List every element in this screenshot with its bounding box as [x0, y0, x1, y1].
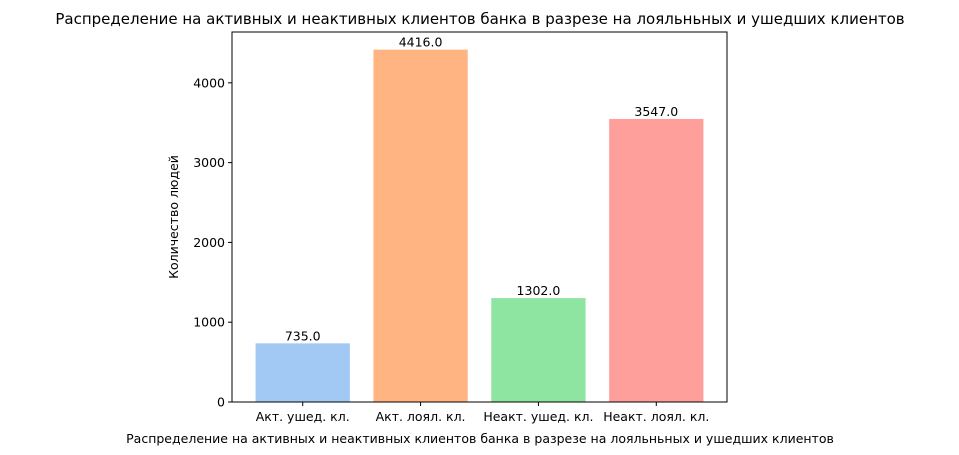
bar-value-label: 4416.0 — [399, 35, 443, 50]
bar-value-label: 3547.0 — [634, 104, 678, 119]
bar-value-label: 735.0 — [285, 328, 321, 343]
y-tick-label: 3000 — [193, 155, 225, 170]
y-axis-label: Количество людей — [166, 155, 181, 279]
y-tick-label: 2000 — [193, 235, 225, 250]
x-tick-label: Неакт. лоял. кл. — [603, 409, 709, 424]
y-axis: 0 1000 2000 3000 4000 — [193, 75, 232, 410]
chart-title: Распределение на активных и неактивных к… — [55, 10, 904, 28]
x-tick-label: Неакт. ушед. кл. — [483, 409, 593, 424]
x-tick-label: Акт. ушед. кл. — [256, 409, 350, 424]
bars-group — [255, 49, 704, 402]
bar — [491, 298, 586, 402]
y-tick-label: 4000 — [193, 75, 225, 90]
x-tick-label: Акт. лоял. кл. — [376, 409, 466, 424]
y-tick-label: 0 — [217, 395, 225, 410]
y-tick-label: 1000 — [193, 315, 225, 330]
x-axis-label: Распределение на активных и неактивных к… — [126, 431, 834, 446]
plot-frame — [231, 31, 728, 403]
bar — [255, 343, 350, 402]
bar — [373, 49, 468, 402]
bar-value-label: 1302.0 — [517, 283, 561, 298]
bar — [609, 118, 704, 402]
data-labels-group: 735.0 4416.0 1302.0 3547.0 — [285, 35, 678, 344]
x-axis: Акт. ушед. кл. Акт. лоял. кл. Неакт. ушед.… — [256, 402, 709, 424]
